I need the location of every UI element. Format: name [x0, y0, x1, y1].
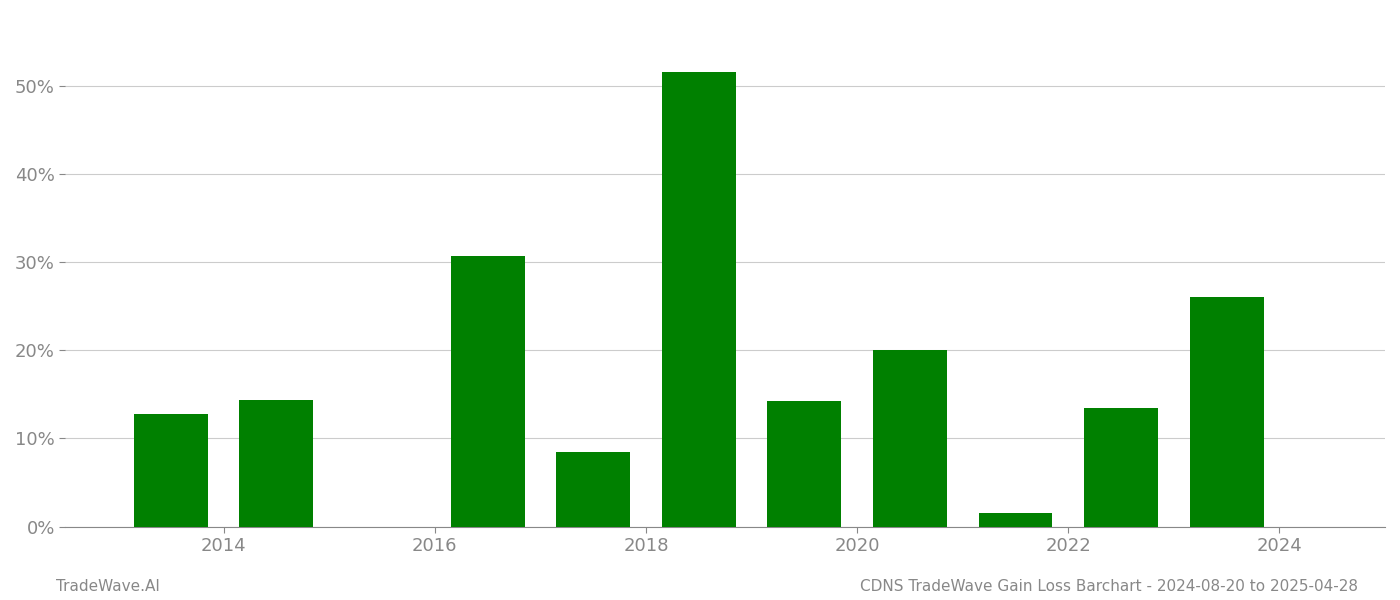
Bar [134, 413, 207, 527]
Bar [1084, 407, 1158, 527]
Text: CDNS TradeWave Gain Loss Barchart - 2024-08-20 to 2025-04-28: CDNS TradeWave Gain Loss Barchart - 2024… [860, 579, 1358, 594]
Bar [556, 452, 630, 527]
Bar [874, 350, 946, 527]
Bar [979, 514, 1053, 527]
Bar [451, 256, 525, 527]
Bar [767, 401, 841, 527]
Bar [1190, 297, 1264, 527]
Text: TradeWave.AI: TradeWave.AI [56, 579, 160, 594]
Bar [662, 73, 736, 527]
Bar [239, 400, 314, 527]
